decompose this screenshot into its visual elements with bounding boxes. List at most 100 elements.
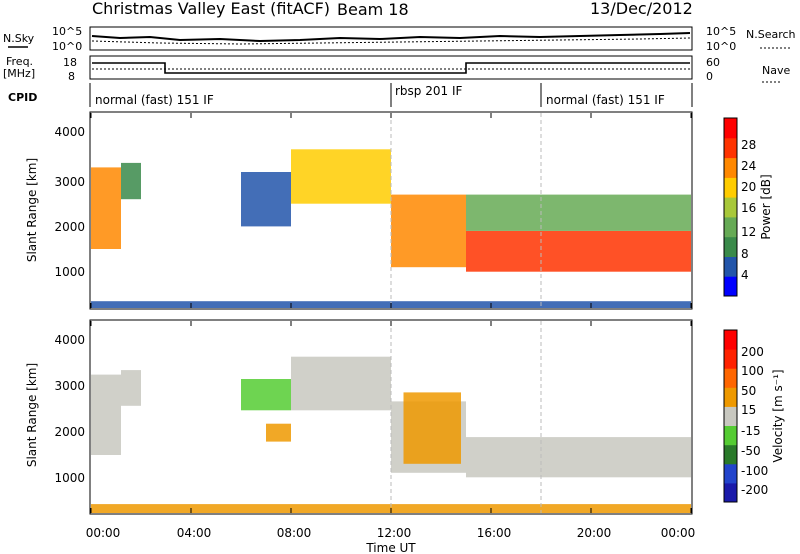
cpid-segment-1: normal (fast) 151 IF [95, 93, 214, 107]
freq-left-tick-bottom: 8 [68, 70, 75, 83]
velocity-region-1 [121, 370, 141, 406]
velocity-region-4 [291, 356, 391, 411]
time-axis-ticks [90, 113, 692, 513]
nsky-right-tick-bottom: 10^0 [706, 40, 736, 53]
power-ytick-4000: 4000 [54, 125, 85, 139]
freq-label: Freq. [6, 55, 33, 68]
velocity-colorbar-label: Velocity [m s⁻¹] [771, 369, 785, 462]
velocity-cbar-tick-m15: -15 [741, 424, 761, 438]
freq-unit-label: [MHz] [3, 67, 35, 80]
velocity-colorbar-segment-1 [724, 463, 737, 484]
power-ylabel: Slant Range [km] [25, 158, 39, 262]
velocity-panel-frame [89, 319, 693, 515]
velocity-cbar-tick-50: 50 [741, 384, 756, 398]
nsky-panel-frame [89, 26, 693, 51]
xaxis-label: Time UT [365, 541, 416, 554]
power-ytick-3000: 3000 [54, 175, 85, 189]
nsky-left-tick-bottom: 10^0 [52, 40, 82, 53]
nsky-series-line [91, 32, 691, 43]
xtick-0000: 00:00 [86, 526, 121, 540]
nsky-left-tick-top: 10^5 [52, 25, 82, 38]
xtick-2000: 20:00 [577, 526, 612, 540]
xtick-1200: 12:00 [377, 526, 412, 540]
power-colorbar-frame [723, 117, 738, 297]
power-cbar-tick-28: 28 [741, 138, 756, 152]
power-colorbar-segment-2 [724, 236, 737, 257]
power-cbar-tick-16: 16 [741, 201, 756, 215]
xtick-2400: 00:00 [661, 526, 696, 540]
velocity-ytick-2000: 2000 [54, 425, 85, 439]
velocity-cbar-tick-100: 100 [741, 364, 764, 378]
velocity-colorbar-segment-8 [724, 330, 737, 350]
velocity-region-7 [466, 437, 691, 478]
velocity-ylabel: Slant Range [km] [25, 363, 39, 467]
power-region-3 [291, 149, 391, 204]
nsky-right-tick-top: 10^5 [706, 25, 736, 38]
velocity-colorbar-segment-3 [724, 425, 737, 446]
power-region-1 [121, 162, 141, 200]
xtick-1600: 16:00 [477, 526, 512, 540]
power-cbar-tick-12: 12 [741, 225, 756, 239]
cpid-segment-2: rbsp 201 IF [395, 84, 462, 98]
power-region-4 [391, 194, 466, 268]
power-colorbar-segment-0 [724, 276, 737, 297]
cpid-label: CPID [8, 91, 37, 104]
xtick-0400: 04:00 [177, 526, 212, 540]
power-region-6 [466, 194, 691, 231]
power-colorbar-segment-3 [724, 216, 737, 238]
velocity-cbar-tick-200: 200 [741, 345, 764, 359]
power-colorbar-segment-8 [724, 118, 737, 139]
velocity-ytick-3000: 3000 [54, 379, 85, 393]
velocity-region-0 [91, 374, 121, 455]
velocity-colorbar-segment-4 [724, 406, 737, 426]
power-colorbar-label: Power [dB] [759, 174, 773, 239]
freq-series-line [92, 62, 690, 74]
power-ytick-1000: 1000 [54, 265, 85, 279]
velocity-colorbar-segment-2 [724, 444, 737, 465]
power-region-2 [241, 172, 291, 227]
velocity-cbar-tick-m200: -200 [741, 483, 768, 497]
power-colorbar-segment-4 [724, 197, 737, 218]
velocity-colorbar-segment-7 [724, 349, 737, 369]
power-cbar-tick-8: 8 [741, 247, 749, 261]
nsearch-label: N.Search [746, 28, 796, 41]
station-title: Christmas Valley East (fitACF) [92, 0, 330, 18]
xtick-0800: 08:00 [277, 526, 312, 540]
velocity-cbar-tick-m100: -100 [741, 464, 768, 478]
power-cbar-tick-4: 4 [741, 268, 749, 282]
nave-right-tick-top: 60 [706, 56, 720, 69]
velocity-region-6 [403, 392, 461, 464]
beam-label: Beam 18 [337, 0, 409, 19]
freq-left-tick-top: 18 [63, 56, 77, 69]
nave-label: Nave [762, 64, 790, 77]
power-data-layer [91, 113, 691, 308]
power-cbar-tick-24: 24 [741, 159, 756, 173]
power-colorbar-segment-7 [724, 137, 737, 159]
power-region-0 [91, 167, 121, 249]
power-colorbar [724, 118, 737, 297]
power-colorbar-segment-1 [724, 256, 737, 277]
date-label: 13/Dec/2012 [590, 0, 693, 18]
nsearch-series-line [91, 37, 691, 45]
velocity-ytick-4000: 4000 [54, 333, 85, 347]
power-region-5 [466, 230, 691, 272]
power-colorbar-segment-5 [724, 177, 737, 198]
power-ytick-2000: 2000 [54, 220, 85, 234]
power-cbar-tick-20: 20 [741, 180, 756, 194]
velocity-ytick-1000: 1000 [54, 471, 85, 485]
cpid-segment-3: normal (fast) 151 IF [546, 93, 665, 107]
velocity-region-2 [241, 379, 291, 411]
velocity-colorbar-segment-5 [724, 387, 737, 407]
nsky-label: N.Sky [3, 32, 35, 45]
power-colorbar-segment-6 [724, 157, 737, 178]
velocity-colorbar-segment-0 [724, 482, 737, 503]
freq-panel-frame [89, 55, 693, 80]
nave-right-tick-bottom: 0 [706, 70, 713, 83]
velocity-region-3 [266, 423, 291, 442]
velocity-cbar-tick-m50: -50 [741, 444, 761, 458]
velocity-colorbar-segment-6 [724, 368, 737, 388]
velocity-colorbar [724, 330, 737, 503]
velocity-colorbar-frame [723, 329, 738, 503]
power-panel-frame [89, 111, 693, 310]
